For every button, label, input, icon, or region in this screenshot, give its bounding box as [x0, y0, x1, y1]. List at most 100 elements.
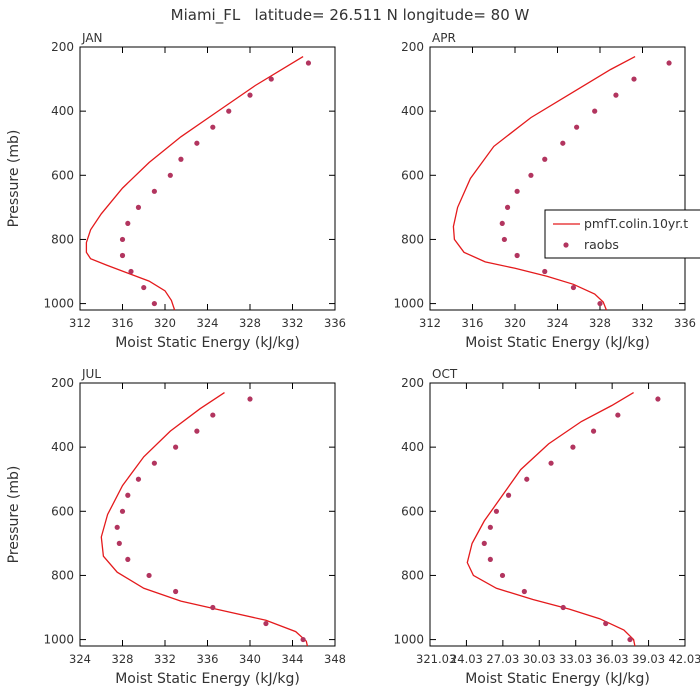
- x-tick-label: 24.03: [450, 652, 483, 666]
- raobs-point: [116, 540, 122, 546]
- raobs-point: [542, 268, 548, 275]
- raobs-point: [119, 508, 126, 514]
- x-tick-label: 328: [589, 316, 611, 330]
- model-line: [85, 56, 304, 311]
- panel-jul: JUL 324 328 332 336 340 344 348 200 400 600 800 1000…: [6, 367, 346, 687]
- x-tick-label: 316: [112, 316, 134, 330]
- figure-title: Miami_FL latitude= 26.511 N longitude= 8…: [171, 6, 530, 25]
- raobs-point: [125, 492, 131, 498]
- raobs-point: [210, 412, 216, 418]
- raobs-point: [590, 428, 597, 434]
- raobs-point: [119, 252, 126, 259]
- raobs-point: [135, 204, 142, 210]
- raobs-point: [514, 252, 520, 259]
- y-tick-label: 200: [401, 40, 424, 54]
- raobs-point: [592, 108, 598, 114]
- y-tick-label: 800: [401, 568, 424, 582]
- raobs-point: [631, 76, 637, 82]
- y-tick-label: 200: [51, 376, 74, 390]
- raobs-point: [504, 204, 511, 210]
- legend-label-obs: raobs: [584, 237, 619, 252]
- x-tick-label: 332: [282, 316, 304, 330]
- raobs-point: [570, 444, 576, 450]
- raobs-point: [514, 188, 520, 194]
- y-tick-label: 1000: [43, 633, 74, 647]
- panel-label: JUL: [81, 367, 101, 381]
- raobs-point: [627, 636, 633, 643]
- raobs-point: [501, 236, 507, 243]
- raobs-point: [125, 220, 131, 227]
- x-tick-label: 328: [112, 652, 134, 666]
- panel-label: OCT: [432, 367, 458, 381]
- raobs-point: [194, 428, 200, 434]
- raobs-point: [141, 284, 147, 291]
- y-tick-label: 800: [51, 232, 74, 246]
- raobs-point: [487, 524, 493, 530]
- y-tick-label: 600: [401, 504, 424, 518]
- y-tick-label: 1000: [393, 633, 424, 647]
- raobs-point: [125, 556, 131, 563]
- y-tick-label: 1000: [393, 297, 424, 311]
- raobs-point: [505, 492, 512, 498]
- x-tick-label: 336: [674, 316, 696, 330]
- x-axis-label: Moist Static Energy (kJ/kg): [115, 335, 300, 351]
- y-tick-label: 200: [51, 40, 74, 54]
- raobs-point: [499, 220, 505, 227]
- x-tick-label: 42.03: [669, 652, 700, 666]
- raobs-point: [615, 412, 621, 418]
- raobs-point: [560, 604, 566, 611]
- raobs-point: [499, 572, 506, 579]
- x-tick-label: 324: [69, 652, 91, 666]
- y-tick-label: 1000: [43, 297, 74, 311]
- x-tick-label: 336: [197, 652, 219, 666]
- raobs-point: [300, 636, 306, 643]
- raobs-point: [173, 444, 179, 450]
- raobs-point: [128, 268, 134, 275]
- y-tick-label: 200: [401, 376, 424, 390]
- raobs-point: [247, 396, 253, 402]
- legend-box: [544, 209, 700, 259]
- y-axis-label: Pressure (mb): [6, 466, 22, 564]
- raobs-point: [151, 460, 157, 466]
- y-tick-label: 600: [51, 504, 74, 518]
- x-tick-label: 36.03: [596, 652, 629, 666]
- raobs-point: [210, 124, 216, 130]
- x-tick-label: 316: [462, 316, 484, 330]
- x-tick-label: 336: [324, 316, 346, 330]
- raobs-point: [655, 396, 661, 402]
- x-axis-label: Moist Static Energy (kJ/kg): [465, 335, 650, 351]
- x-tick-label: 312: [419, 316, 441, 330]
- raobs-point: [542, 156, 548, 162]
- x-axis-label: Moist Static Energy (kJ/kg): [465, 671, 650, 687]
- raobs-point: [524, 476, 530, 482]
- x-tick-label: 30.03: [523, 652, 556, 666]
- raobs-point: [167, 172, 173, 178]
- panel-label: JAN: [81, 31, 103, 45]
- raobs-point: [135, 476, 142, 482]
- raobs-point: [597, 300, 603, 307]
- raobs-point: [613, 92, 619, 98]
- raobs-point: [263, 620, 269, 627]
- raobs-point: [226, 108, 232, 114]
- x-tick-label: 33.03: [559, 652, 592, 666]
- raobs-point: [173, 588, 179, 595]
- raobs-point: [151, 188, 157, 194]
- raobs-point: [493, 508, 500, 514]
- x-axis-label: Moist Static Energy (kJ/kg): [115, 671, 300, 687]
- raobs-point: [146, 572, 152, 579]
- x-tick-label: 324: [547, 316, 569, 330]
- legend: pmfT.colin.10yr.t raobs: [544, 209, 700, 259]
- panel-label: APR: [432, 31, 456, 45]
- raobs-point: [481, 540, 487, 546]
- model-line: [100, 392, 309, 647]
- panel-apr: APR 312 316 320 324 328 332 336 200 400 600 800 1000…: [393, 31, 696, 351]
- panels: JAN 312 316 320 324 328 332 336 200 400 600 800 1000…: [6, 31, 700, 687]
- raobs-point: [194, 140, 200, 146]
- x-tick-label: 332: [154, 652, 176, 666]
- x-tick-label: 321.03: [416, 652, 456, 666]
- panel-jan: JAN 312 316 320 324 328 332 336 200 400 600 800 1000…: [6, 31, 346, 351]
- y-axis-label: Pressure (mb): [6, 130, 22, 228]
- x-tick-label: 332: [632, 316, 654, 330]
